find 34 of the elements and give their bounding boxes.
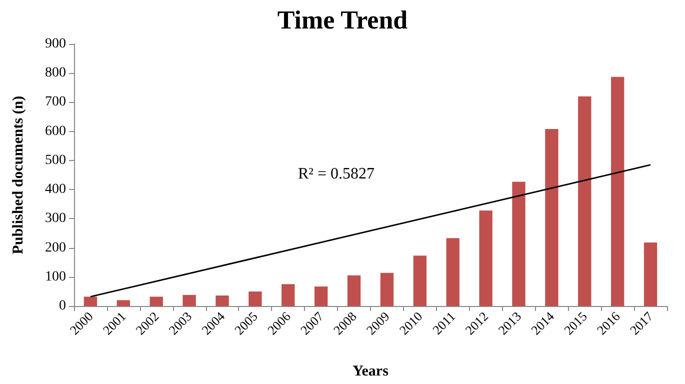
y-tick-label: 200	[45, 240, 66, 256]
bar	[512, 182, 526, 306]
bar	[84, 296, 98, 306]
y-tick-label: 300	[45, 211, 66, 226]
x-axis-title: Years	[352, 364, 389, 380]
chart-title: Time Trend	[277, 6, 408, 34]
y-tick-label: 900	[45, 36, 66, 52]
bar	[282, 284, 295, 306]
y-tick-label: 100	[45, 269, 66, 284]
bar	[479, 210, 492, 306]
bar	[216, 296, 229, 306]
bar	[248, 291, 262, 306]
x-tick-label: 2011	[430, 308, 458, 338]
bar	[116, 300, 130, 306]
bar	[347, 275, 361, 306]
y-tick-label: 500	[45, 152, 66, 168]
bar	[314, 286, 328, 306]
y-axis-title: Published documents (n)	[10, 96, 26, 254]
bar	[413, 256, 427, 306]
annotation: R² = 0.5827	[298, 166, 374, 182]
bar	[644, 242, 658, 306]
y-tick-label: 600	[45, 124, 66, 139]
bar	[380, 272, 394, 306]
y-tick-label: 0	[59, 298, 66, 314]
bar	[150, 296, 163, 306]
y-tick-label: 400	[45, 182, 66, 198]
bar	[182, 294, 196, 306]
bar	[610, 76, 624, 306]
bar	[578, 96, 592, 306]
bar	[446, 238, 460, 306]
y-tick-label: 800	[45, 66, 66, 81]
x-tick-label: 2001	[100, 308, 129, 338]
bar	[545, 129, 558, 306]
y-tick-label: 700	[45, 94, 66, 110]
